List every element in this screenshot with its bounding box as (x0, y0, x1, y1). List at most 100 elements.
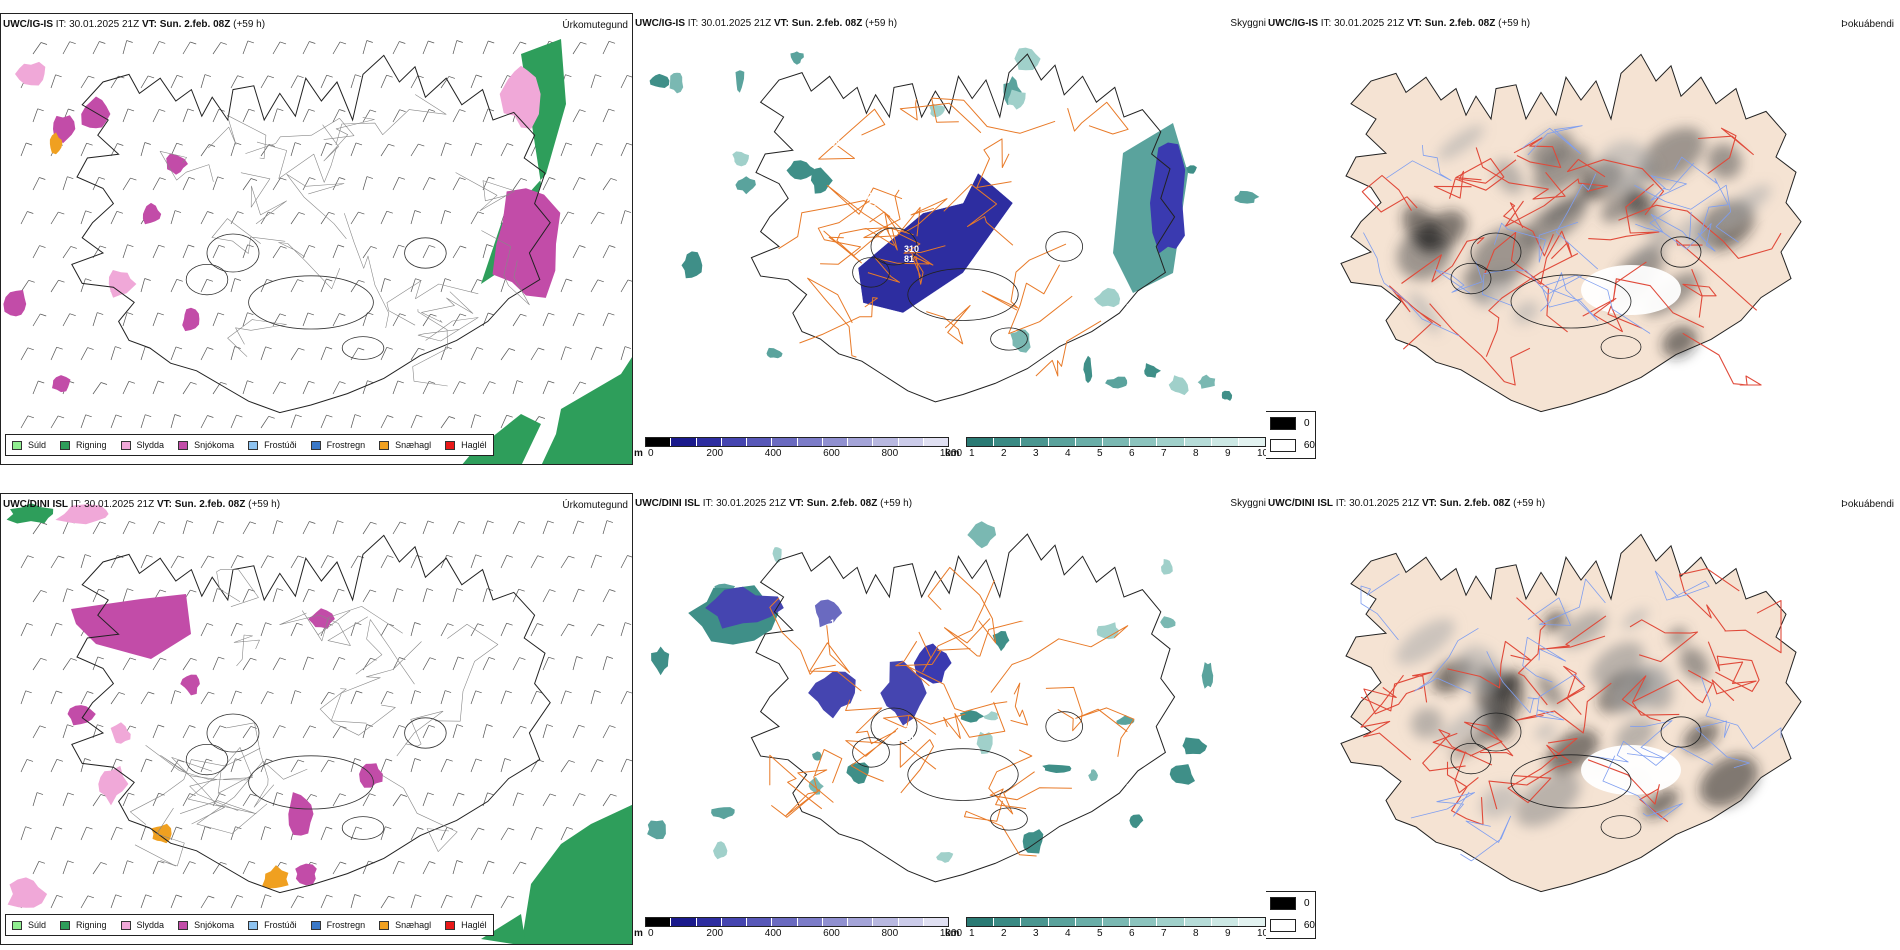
colorbar-tick: 2 (1001, 448, 1007, 459)
roads (159, 94, 530, 387)
cloud-base-label: 573 (941, 307, 956, 317)
legend-swatch (379, 440, 390, 450)
cloud-base-label: 235 (941, 297, 956, 307)
cloud-base-label: 24 (904, 734, 914, 744)
land-area (1340, 533, 1802, 893)
legend-swatch (310, 440, 321, 450)
legend-label: Snæhagl (395, 440, 432, 450)
cloud-base-label: 333 (830, 628, 845, 638)
cloud-base-areas (857, 142, 1186, 314)
legend-label: Slydda (136, 440, 165, 450)
roads (130, 569, 499, 867)
cloud-base-label: 127 (830, 618, 845, 628)
legend-swatch (379, 920, 390, 930)
cloud-base-label: 91 (1052, 676, 1062, 686)
legend-swatch (12, 440, 22, 450)
panel-header: UWC/DINI ISL IT: 30.01.2025 21Z VT: Sun.… (3, 499, 281, 510)
colorbar-tick: 4 (1065, 448, 1071, 459)
cloud-base-label: 96 (793, 95, 803, 105)
colorbar-tick: 600 (823, 928, 840, 939)
colorbar-tick: 5 (1097, 928, 1103, 939)
cloud-base-label: 63 (793, 835, 803, 845)
legend-item: Haglél (445, 920, 487, 930)
coastline (750, 533, 1176, 883)
legend-swatch (310, 920, 321, 930)
legend-item: Rigning (60, 920, 107, 930)
legend-item: Frostúði (248, 920, 297, 930)
cloud-base-label: 39 (830, 138, 840, 148)
colorbar-tick: 1000 (939, 448, 963, 459)
legend-swatch (60, 920, 71, 930)
cloud-base-labels: 184 333 247 24 134 196 90 91 43 174 63 127 50 30 27 227… (793, 575, 1141, 850)
legend-label: Rigning (76, 920, 107, 930)
legend-item: Snjókoma (178, 920, 234, 930)
colorbar-tick: 5 (1097, 448, 1103, 459)
cloud-base-label: 73 (830, 148, 840, 158)
colorbar-tick: 8 (1193, 448, 1199, 459)
cloud-base-label: 108 (1015, 143, 1030, 153)
legend-label: Súld (28, 920, 47, 930)
cloud-base-unit: m (634, 928, 643, 939)
visibility-panel-bottom: UWC/DINI ISL IT: 30.01.2025 21Z VT: Sun.… (633, 493, 1266, 945)
colorbar-tick: 10 (1257, 448, 1266, 459)
legend-label: Rigning (76, 440, 107, 450)
roads (778, 97, 1129, 377)
legend-swatch (60, 440, 71, 450)
colorbar-tick: 800 (881, 448, 899, 459)
legend-item: Rigning (60, 440, 107, 450)
visibility-unit: km (945, 448, 960, 459)
panel-header: UWC/IG-IS IT: 30.01.2025 21Z VT: Sun. 2.… (3, 19, 266, 30)
colorbar-tick: 9 (1225, 448, 1231, 459)
colorbar-tick: 3 (1033, 448, 1039, 459)
coastline (750, 53, 1176, 403)
legend-item: Frostúði (248, 440, 297, 450)
legend-swatch (120, 440, 131, 450)
precip-map (6, 503, 632, 944)
colorbar-tick: 400 (764, 928, 782, 939)
precip-areas (6, 503, 632, 944)
visibility-panel-top: UWC/IG-IS IT: 30.01.2025 21Z VT: Sun. 2.… (633, 13, 1266, 465)
visibility-map: 96 73 57 81 573 899 108 55 78 175 16 39 282 310 235 143 (649, 47, 1260, 403)
cloud-base-label: 175 (1126, 302, 1141, 312)
legend-swatch (445, 440, 456, 450)
roads (769, 566, 1135, 857)
colorbar-tick: 200 (706, 928, 724, 939)
cloud-base-areas (705, 586, 952, 726)
colorbar-tick: 7 (1161, 928, 1167, 939)
panel-header: UWC/DINI ISL IT: 30.01.2025 21Z VT: Sun.… (1268, 498, 1546, 509)
cloud-base-label: 50 (867, 671, 877, 681)
fog-map (1340, 53, 1802, 413)
legend-swatch (12, 920, 22, 930)
legend-swatch (120, 920, 131, 930)
cloud-base-label: 184 (793, 575, 808, 585)
colorbar-tick: 7 (1161, 448, 1167, 459)
visibility-colorbar: 1 2 3 4 5 6 7 8 9 10 (966, 917, 1266, 939)
fog-panel-bottom: UWC/DINI ISL IT: 30.01.2025 21Z VT: Sun.… (1266, 493, 1900, 945)
cloud-base-label: 227 (978, 830, 993, 840)
legend-label: Snjókoma (194, 920, 235, 930)
colorbar-tick: 0 (648, 928, 654, 939)
colorbar-tick: 400 (764, 448, 782, 459)
visibility-colorbar: 1 2 3 4 5 6 7 8 9 10 (966, 437, 1266, 459)
cloud-base-label: 196 (978, 840, 993, 850)
cloud-base-label: 57 (867, 201, 877, 211)
colorbar-tick: 4 (1065, 928, 1071, 939)
legend-item: Slydda (120, 920, 164, 930)
panel-title: Úrkomutegund (562, 20, 628, 31)
visibility-unit: km (945, 928, 960, 939)
cloud-base-label: 55 (1052, 196, 1062, 206)
colorbar-tick: 6 (1129, 448, 1135, 459)
panel-header: UWC/IG-IS IT: 30.01.2025 21Z VT: Sun. 2.… (635, 18, 898, 29)
legend-label: Haglél (461, 920, 487, 930)
precip-map (3, 39, 632, 464)
cloud-base-colorbar: 0 200 400 600 800 1000 (645, 917, 962, 939)
fog-map (1340, 533, 1802, 893)
legend-item: Snæhagl (379, 440, 431, 450)
cloud-base-label: 247 (867, 681, 882, 691)
cloud-base-label: 81 (904, 254, 914, 264)
panel-title: Úrkomutegund (562, 500, 628, 511)
precip-areas (3, 39, 632, 464)
colorbar-tick: 2 (1001, 928, 1007, 939)
legend-swatch (248, 920, 259, 930)
wind-barbs (20, 520, 632, 909)
